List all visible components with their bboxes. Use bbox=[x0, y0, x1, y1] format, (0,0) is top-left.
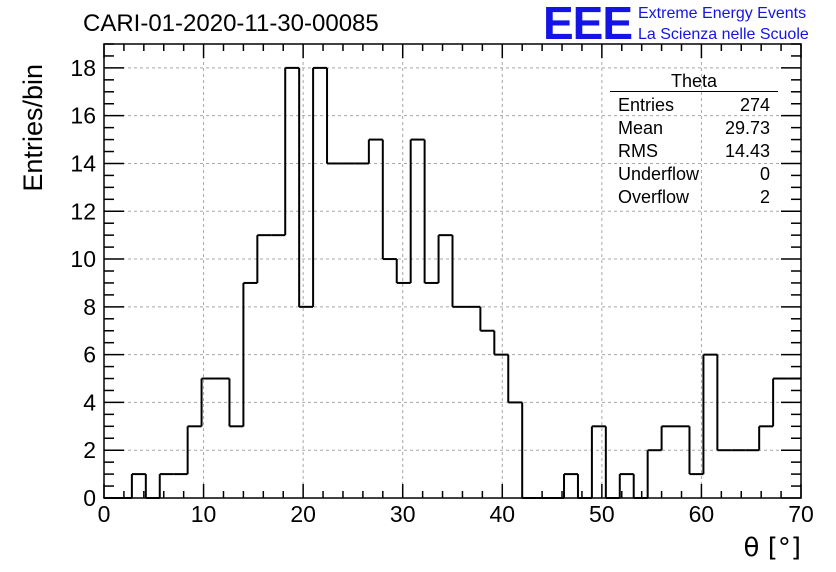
x-tick-label: 30 bbox=[390, 501, 416, 527]
histogram-bin bbox=[758, 425, 774, 451]
histogram-bin bbox=[158, 473, 174, 498]
histogram-bin bbox=[576, 474, 592, 499]
histogram-bin bbox=[479, 306, 495, 332]
stats-label: Underflow bbox=[618, 164, 700, 184]
histogram-bin bbox=[437, 234, 453, 283]
histogram-bin bbox=[298, 67, 314, 308]
histogram-bin bbox=[186, 425, 202, 475]
logo-tagline-1: Extreme Energy Events bbox=[638, 5, 807, 22]
histogram-bin bbox=[130, 473, 146, 498]
stats-label: Mean bbox=[618, 118, 664, 138]
stats-value: 2 bbox=[759, 187, 770, 207]
x-tick-label: 50 bbox=[589, 501, 615, 527]
histogram-bin bbox=[423, 139, 439, 284]
histogram-bin bbox=[716, 354, 732, 452]
stats-row: Underflow 0 bbox=[610, 163, 778, 186]
stats-box: Theta Entries 274 Mean 29.73 RMS 14.43 U… bbox=[610, 71, 778, 209]
histogram-bin bbox=[200, 377, 216, 427]
stats-value: 14.43 bbox=[724, 141, 770, 161]
y-tick-label: 18 bbox=[70, 55, 96, 81]
histogram-bin bbox=[451, 235, 467, 308]
stats-label: RMS bbox=[618, 141, 658, 161]
histogram-bin bbox=[381, 139, 397, 261]
x-tick-label: 70 bbox=[788, 501, 814, 527]
y-tick-label: 16 bbox=[70, 103, 96, 129]
histogram-bin bbox=[660, 425, 676, 451]
histogram-bin bbox=[493, 330, 509, 356]
histogram-bin bbox=[367, 138, 383, 164]
x-tick-label: 20 bbox=[290, 501, 316, 527]
stats-row: RMS 14.43 bbox=[610, 140, 778, 163]
x-axis-label: θ [°] bbox=[744, 533, 801, 563]
y-tick-label: 0 bbox=[83, 485, 96, 511]
histogram-bin bbox=[228, 378, 244, 428]
histogram-bin bbox=[702, 353, 718, 475]
y-tick-label: 6 bbox=[83, 342, 96, 368]
plot-title: CARI-01-2020-11-30-00085 bbox=[83, 10, 379, 37]
histogram-bin bbox=[632, 474, 648, 499]
y-tick-label: 10 bbox=[70, 246, 96, 272]
histogram-series bbox=[104, 66, 801, 499]
histogram-bin bbox=[563, 473, 578, 498]
histogram-bin bbox=[326, 67, 341, 165]
histogram-bin bbox=[242, 281, 258, 427]
histogram-bin bbox=[618, 473, 634, 498]
stats-row: Mean 29.73 bbox=[610, 117, 778, 140]
histogram-bin bbox=[312, 66, 328, 307]
y-tick-label: 8 bbox=[83, 294, 96, 320]
logo-tagline-2: La Scienza nelle Scuole bbox=[638, 26, 809, 43]
histogram-bin bbox=[590, 425, 606, 498]
stats-row: Overflow 2 bbox=[610, 186, 778, 209]
x-tick-label: 10 bbox=[191, 501, 217, 527]
x-tick-label: 0 bbox=[98, 501, 111, 527]
stats-value: 29.73 bbox=[724, 118, 770, 138]
stats-label: Entries bbox=[618, 95, 675, 115]
histogram-bin bbox=[646, 449, 662, 498]
stats-value: 0 bbox=[759, 164, 770, 184]
histogram-bin bbox=[284, 66, 300, 236]
y-axis-label: Entries/bin bbox=[18, 64, 48, 192]
y-tick-label: 2 bbox=[83, 437, 96, 463]
x-tick-label: 60 bbox=[689, 501, 715, 527]
stats-title: Theta bbox=[610, 71, 778, 92]
y-tick-label: 14 bbox=[70, 150, 96, 176]
y-tick-label: 4 bbox=[83, 389, 96, 415]
histogram-bin bbox=[688, 426, 704, 476]
histogram-bin bbox=[772, 377, 788, 427]
histogram-bin bbox=[507, 354, 523, 404]
x-tick-label: 40 bbox=[489, 501, 515, 527]
histogram-bin bbox=[395, 259, 411, 284]
histogram-bin bbox=[409, 138, 425, 283]
stats-row: Entries 274 bbox=[610, 94, 778, 117]
stats-label: Overflow bbox=[618, 187, 690, 207]
histogram-bin bbox=[144, 474, 160, 499]
histogram-bin bbox=[604, 426, 620, 499]
y-tick-label: 12 bbox=[70, 198, 96, 224]
stats-value: 274 bbox=[739, 95, 770, 115]
eee-logo-letters: EEE bbox=[543, 0, 633, 49]
histogram-bin bbox=[256, 234, 272, 283]
